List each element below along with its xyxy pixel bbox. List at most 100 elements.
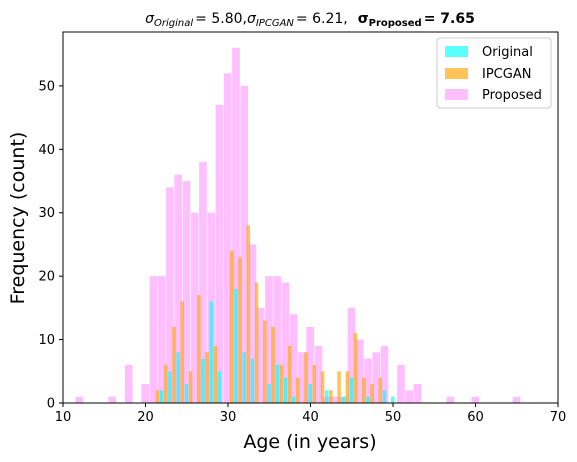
bar-proposed (240, 85, 249, 403)
bar-ipcgan (337, 371, 341, 403)
bar-ipcgan (362, 377, 366, 403)
bar-proposed (405, 390, 414, 403)
bar-ipcgan (296, 377, 300, 403)
x-ticks: 10 20 30 40 50 60 70 (55, 403, 566, 425)
x-tick-label: 60 (467, 410, 484, 425)
title-sigma-proposed: σ (358, 11, 369, 27)
bar-ipcgan (230, 250, 234, 403)
bar-proposed (347, 307, 356, 403)
y-tick-label: 30 (38, 206, 55, 221)
bar-ipcgan (238, 257, 242, 403)
bar-proposed (141, 383, 150, 403)
title-sub-proposed: Proposed (369, 18, 422, 29)
bar-proposed (331, 396, 339, 403)
legend-label-proposed: Proposed (482, 88, 542, 103)
bar-proposed (215, 104, 224, 404)
bar-original (201, 358, 205, 403)
legend-label-ipcgan: IPCGAN (482, 67, 531, 82)
title-sub-ipcgan: IPCGAN (256, 18, 295, 29)
bar-proposed (256, 307, 265, 403)
bar-proposed (471, 396, 480, 403)
bar-original (242, 352, 246, 403)
bar-proposed (174, 174, 183, 403)
bar-ipcgan (345, 371, 350, 403)
bar-original (341, 396, 345, 403)
bar-ipcgan (263, 320, 267, 403)
bar-proposed (397, 364, 405, 403)
bar-proposed (298, 352, 306, 403)
bar-proposed (199, 162, 207, 403)
title-sub-original: Original (154, 18, 193, 29)
bar-ipcgan (329, 390, 333, 403)
bar-proposed (75, 396, 84, 403)
bar-proposed (157, 276, 166, 403)
x-tick-label: 30 (220, 410, 237, 425)
bar-proposed (182, 181, 191, 403)
bar-original (159, 390, 164, 403)
legend-swatch-ipcgan (445, 68, 468, 79)
bar-ipcgan (279, 364, 284, 403)
legend-label-original: Original (482, 45, 533, 60)
legend: Original IPCGAN Proposed (436, 37, 552, 109)
bar-proposed (265, 276, 273, 403)
y-tick-label: 0 (47, 397, 55, 412)
bar-proposed (223, 73, 232, 403)
bar-proposed (190, 212, 199, 403)
chart-title: σOriginal = 5.80,σIPCGAN = 6.21, σProposed =… (145, 11, 475, 29)
bar-original (308, 383, 312, 403)
bar-ipcgan (213, 345, 218, 403)
bar-ipcgan (353, 333, 358, 403)
bar-ipcgan (197, 295, 201, 403)
title-sigma-ipcgan: σ (247, 11, 257, 27)
bar-proposed (512, 396, 521, 403)
bar-proposed (248, 244, 257, 403)
y-tick-label: 10 (38, 333, 55, 348)
bar-proposed (314, 345, 323, 403)
bar-ipcgan (271, 326, 275, 403)
bar-original (382, 390, 387, 403)
bar-original (267, 383, 271, 403)
y-axis-label: Frequency (count) (7, 132, 29, 305)
bar-ipcgan (320, 371, 325, 403)
y-tick-label: 50 (38, 79, 55, 94)
bar-proposed (289, 314, 298, 403)
bar-original (390, 396, 395, 403)
x-tick-label: 20 (137, 410, 154, 425)
bar-ipcgan (254, 282, 259, 403)
bar-proposed (149, 276, 158, 403)
bar-ipcgan (164, 364, 168, 403)
x-tick-label: 50 (385, 410, 402, 425)
bars-layer (75, 47, 521, 404)
bar-original (349, 377, 354, 403)
bar-proposed (355, 339, 364, 403)
bar-ipcgan (246, 225, 251, 403)
title-value-ipcgan: = 6.21, (296, 11, 348, 27)
title-value-proposed: = 7.65 (424, 11, 475, 27)
y-ticks: 0 10 20 30 40 50 (38, 79, 63, 412)
bar-original (176, 352, 180, 403)
bar-original (250, 358, 255, 403)
bar-proposed (446, 396, 455, 403)
bar-ipcgan (172, 326, 176, 403)
bar-proposed (273, 276, 282, 403)
bar-ipcgan (180, 301, 185, 403)
bar-proposed (306, 326, 315, 403)
bar-ipcgan (155, 390, 160, 403)
y-tick-label: 20 (38, 270, 55, 285)
bar-proposed (413, 383, 422, 403)
bar-ipcgan (188, 371, 193, 403)
legend-swatch-original (445, 46, 468, 57)
bar-proposed (108, 396, 117, 403)
bar-proposed (124, 364, 133, 403)
bar-proposed (380, 345, 389, 403)
bar-proposed (372, 352, 381, 403)
bar-ipcgan (312, 364, 317, 403)
bar-original (184, 383, 189, 403)
bar-ipcgan (378, 377, 383, 403)
x-tick-label: 40 (302, 410, 319, 425)
y-tick-label: 40 (38, 143, 55, 158)
bar-proposed (232, 47, 240, 403)
x-tick-label: 10 (55, 410, 72, 425)
bar-ipcgan (287, 345, 292, 403)
